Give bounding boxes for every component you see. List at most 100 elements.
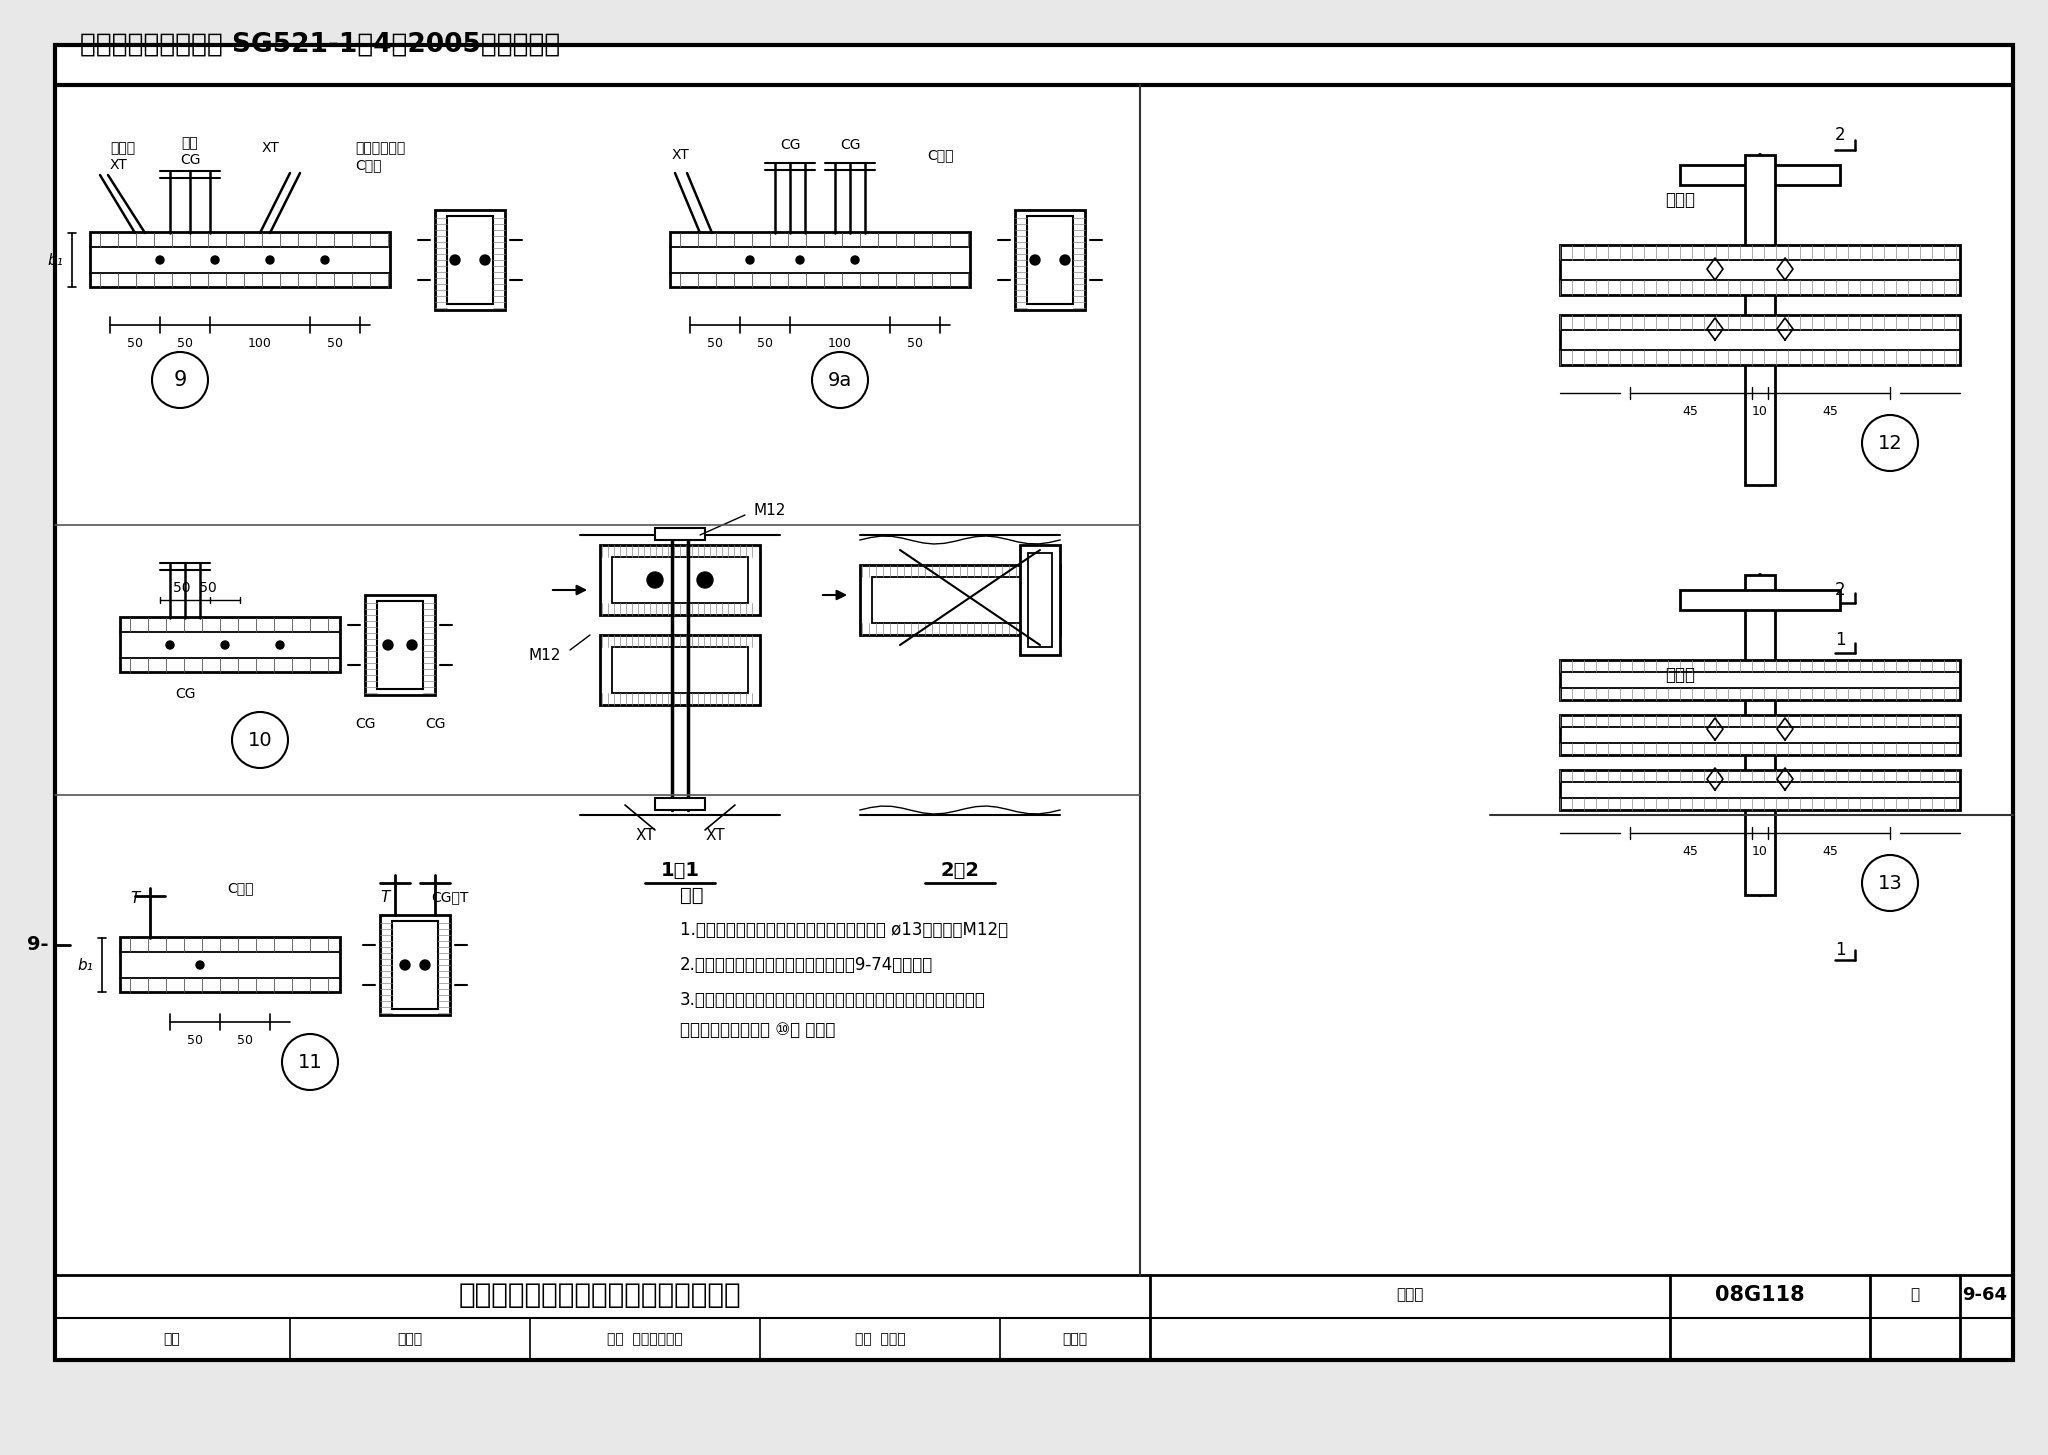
Text: 100: 100: [827, 336, 852, 349]
Circle shape: [399, 960, 410, 970]
Text: 11: 11: [297, 1052, 322, 1071]
Text: 12: 12: [1878, 434, 1903, 453]
Text: XT: XT: [635, 828, 655, 842]
Text: CG: CG: [424, 717, 444, 730]
Text: 冷弯薄壁卷边槽钙墙梁门窗洞口节点图: 冷弯薄壁卷边槽钙墙梁门窗洞口节点图: [459, 1280, 741, 1310]
Circle shape: [1739, 861, 1782, 905]
Circle shape: [322, 256, 330, 263]
Text: 页: 页: [1911, 1288, 1919, 1302]
Text: 与墙梁同截面: 与墙梁同截面: [354, 141, 406, 156]
Circle shape: [166, 642, 174, 649]
Bar: [860, 565, 1061, 634]
Text: 框架柱: 框架柱: [1665, 666, 1696, 684]
Text: 45: 45: [1681, 844, 1698, 857]
Text: XT: XT: [262, 141, 279, 156]
Text: 《钙标条　钙墙梁》 SG521-1～4（2005年合订本）: 《钙标条 钙墙梁》 SG521-1～4（2005年合订本）: [80, 32, 561, 58]
Text: b₁: b₁: [47, 253, 63, 268]
Text: 10: 10: [1751, 404, 1767, 418]
Bar: [121, 617, 340, 672]
Circle shape: [647, 572, 664, 588]
Circle shape: [479, 255, 489, 265]
Text: XT: XT: [705, 828, 725, 842]
Circle shape: [283, 1035, 338, 1090]
Bar: [365, 595, 434, 695]
Circle shape: [152, 352, 209, 407]
Text: 1－1: 1－1: [662, 860, 700, 879]
Circle shape: [696, 572, 713, 588]
Circle shape: [420, 960, 430, 970]
Circle shape: [1862, 856, 1919, 911]
Text: 50: 50: [758, 336, 772, 349]
Circle shape: [451, 255, 461, 265]
Text: CG: CG: [354, 717, 375, 730]
Text: 1: 1: [1835, 631, 1845, 649]
Text: CG: CG: [180, 153, 201, 167]
Circle shape: [852, 256, 858, 263]
Text: 2－2: 2－2: [940, 860, 979, 879]
Text: 50: 50: [707, 336, 723, 349]
Text: 2.　本图集中的墙梁支托详图，可按第9-74页选用。: 2. 本图集中的墙梁支托详图，可按第9-74页选用。: [680, 956, 934, 973]
Bar: [1028, 553, 1053, 647]
Text: XT: XT: [672, 148, 688, 162]
Text: 50: 50: [127, 336, 143, 349]
Bar: [391, 921, 438, 1008]
Text: 9a: 9a: [827, 371, 852, 390]
Bar: [1679, 164, 1839, 185]
Bar: [1026, 215, 1073, 304]
Bar: [377, 601, 424, 690]
Text: CG: CG: [174, 687, 195, 701]
Text: C形钢: C形钢: [227, 880, 254, 895]
Text: 令一拨: 令一拨: [397, 1331, 422, 1346]
Text: 1: 1: [1835, 941, 1845, 959]
Text: 框架柱: 框架柱: [1665, 191, 1696, 210]
Text: 50: 50: [907, 336, 924, 349]
Text: 1.　斜拉条宜拉在墙梁支托孔上，未注明孔为 ø13，螺栓为M12。: 1. 斜拉条宜拉在墙梁支托孔上，未注明孔为 ø13，螺栓为M12。: [680, 921, 1008, 938]
Circle shape: [266, 256, 274, 263]
Text: 设计  沙志国: 设计 沙志国: [854, 1331, 905, 1346]
Text: 10: 10: [1751, 844, 1767, 857]
Text: 尹左图: 尹左图: [1063, 1331, 1087, 1346]
Circle shape: [1030, 255, 1040, 265]
Bar: [1561, 714, 1960, 755]
Text: b₁: b₁: [78, 957, 92, 972]
Circle shape: [211, 256, 219, 263]
Bar: [1020, 546, 1061, 655]
Text: CG: CG: [780, 138, 801, 151]
Bar: [1561, 661, 1960, 700]
Text: 3.　窗洞上下墙梁的内表面不允许有突出物（拉条螺母等）等防砖窗: 3. 窗洞上下墙梁的内表面不允许有突出物（拉条螺母等）等防砖窗: [680, 991, 985, 1008]
Text: 9-: 9-: [27, 936, 49, 954]
Circle shape: [797, 256, 805, 263]
Bar: [1561, 244, 1960, 295]
Bar: [1745, 575, 1776, 895]
Text: 撑杆: 撑杆: [182, 135, 199, 150]
Text: 13: 13: [1878, 873, 1903, 892]
Circle shape: [276, 642, 285, 649]
Text: 审核: 审核: [164, 1331, 180, 1346]
Bar: [1745, 156, 1776, 485]
Bar: [655, 797, 705, 810]
Text: 50: 50: [176, 336, 193, 349]
Text: 图集号: 图集号: [1397, 1288, 1423, 1302]
Bar: [1679, 589, 1839, 610]
Bar: [600, 546, 760, 615]
Bar: [655, 528, 705, 540]
Bar: [612, 557, 748, 602]
Text: 100: 100: [248, 336, 272, 349]
Text: XT: XT: [111, 159, 127, 172]
Text: 斜拉条: 斜拉条: [111, 141, 135, 156]
Text: 10: 10: [248, 730, 272, 749]
Circle shape: [1862, 415, 1919, 471]
Circle shape: [1061, 255, 1069, 265]
Circle shape: [811, 352, 868, 407]
Bar: [446, 215, 494, 304]
Bar: [1561, 314, 1960, 365]
Circle shape: [1739, 420, 1782, 466]
Circle shape: [197, 960, 205, 969]
Text: 9: 9: [174, 370, 186, 390]
Bar: [121, 937, 340, 992]
Bar: [90, 231, 389, 287]
Circle shape: [221, 642, 229, 649]
Bar: [434, 210, 506, 310]
Bar: [670, 231, 971, 287]
Text: C形钢: C形钢: [928, 148, 952, 162]
